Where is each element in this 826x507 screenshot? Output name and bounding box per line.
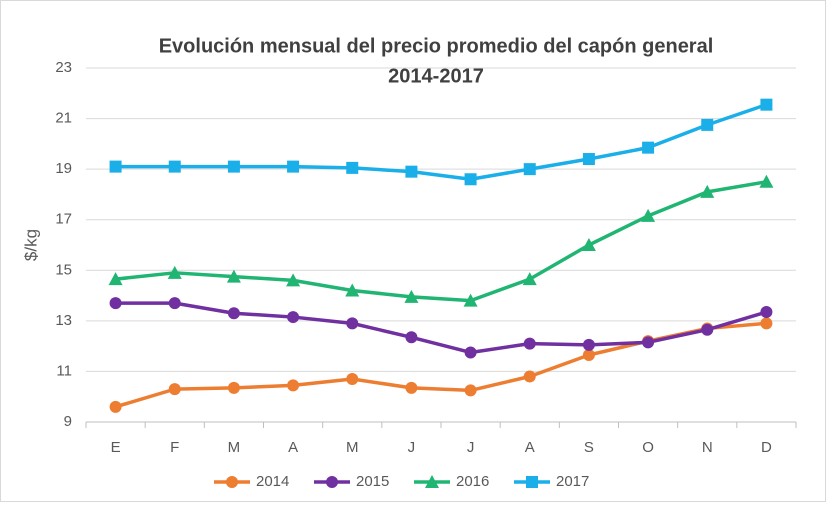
marker bbox=[168, 383, 181, 396]
marker bbox=[759, 174, 774, 188]
y-tick-label: 17 bbox=[55, 211, 72, 228]
marker bbox=[287, 311, 300, 324]
marker bbox=[760, 317, 773, 330]
marker bbox=[226, 476, 238, 488]
x-tick-label: M bbox=[228, 439, 241, 456]
y-tick-label: 15 bbox=[55, 261, 72, 278]
marker bbox=[582, 348, 595, 361]
marker bbox=[760, 306, 773, 319]
marker bbox=[522, 272, 537, 286]
legend-label: 2016 bbox=[456, 473, 489, 490]
marker bbox=[700, 184, 715, 198]
legend-label: 2017 bbox=[556, 473, 589, 490]
marker bbox=[108, 272, 123, 286]
x-tick-label: A bbox=[288, 439, 298, 456]
y-tick-label: 19 bbox=[55, 160, 72, 177]
marker bbox=[464, 384, 477, 397]
y-tick-label: 11 bbox=[56, 362, 72, 379]
legend-label: 2014 bbox=[256, 473, 289, 490]
marker bbox=[405, 331, 418, 344]
marker bbox=[641, 208, 656, 222]
chart-title: Evolución mensual del precio promedio de… bbox=[159, 35, 714, 57]
marker bbox=[405, 381, 418, 394]
marker bbox=[581, 238, 596, 251]
x-tick-label: S bbox=[584, 439, 594, 456]
marker bbox=[523, 370, 536, 383]
marker bbox=[464, 173, 477, 186]
marker bbox=[109, 297, 122, 310]
marker bbox=[642, 336, 655, 349]
marker bbox=[760, 98, 773, 111]
marker bbox=[346, 373, 359, 386]
marker bbox=[526, 476, 538, 488]
marker bbox=[326, 476, 338, 488]
marker bbox=[523, 163, 536, 176]
marker bbox=[168, 160, 181, 173]
marker bbox=[227, 381, 240, 394]
y-axis-label: $/kg bbox=[21, 229, 40, 261]
marker bbox=[109, 160, 122, 173]
marker bbox=[287, 379, 300, 392]
marker bbox=[286, 273, 301, 287]
marker bbox=[227, 160, 240, 173]
chart-title: 2014-2017 bbox=[388, 65, 484, 87]
marker bbox=[405, 165, 418, 178]
marker bbox=[425, 475, 439, 488]
x-tick-label: J bbox=[467, 439, 475, 456]
marker bbox=[464, 346, 477, 359]
marker bbox=[701, 118, 714, 131]
marker bbox=[109, 400, 122, 413]
series-line bbox=[115, 180, 767, 303]
marker bbox=[404, 289, 419, 303]
x-tick-label: O bbox=[642, 439, 654, 456]
y-tick-label: 23 bbox=[55, 59, 72, 76]
marker bbox=[167, 265, 182, 279]
marker bbox=[346, 161, 359, 174]
marker bbox=[523, 337, 536, 350]
x-tick-label: D bbox=[761, 439, 772, 456]
series-line bbox=[115, 301, 767, 355]
legend-label: 2015 bbox=[356, 473, 389, 490]
marker bbox=[642, 141, 655, 154]
marker bbox=[287, 160, 300, 173]
y-tick-label: 9 bbox=[64, 413, 72, 430]
y-tick-label: 13 bbox=[55, 312, 72, 329]
series-line bbox=[115, 103, 767, 182]
marker bbox=[582, 153, 595, 166]
marker bbox=[582, 338, 595, 351]
x-tick-label: J bbox=[408, 439, 416, 456]
x-tick-label: E bbox=[111, 439, 121, 456]
marker bbox=[227, 307, 240, 320]
marker bbox=[701, 323, 714, 336]
x-tick-label: M bbox=[346, 439, 359, 456]
x-tick-label: F bbox=[170, 439, 179, 456]
marker bbox=[168, 297, 181, 310]
x-tick-label: N bbox=[702, 439, 713, 456]
marker bbox=[226, 269, 241, 283]
y-tick-label: 21 bbox=[55, 110, 72, 127]
x-tick-label: A bbox=[525, 439, 535, 456]
marker bbox=[346, 317, 359, 330]
marker bbox=[345, 283, 360, 297]
marker bbox=[463, 293, 478, 307]
